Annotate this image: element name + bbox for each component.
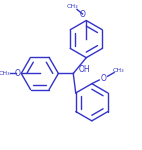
Text: OH: OH bbox=[79, 65, 90, 74]
Text: CH₃: CH₃ bbox=[66, 4, 78, 9]
Text: CH₃: CH₃ bbox=[0, 71, 10, 76]
Text: O: O bbox=[101, 74, 107, 83]
Text: O: O bbox=[80, 11, 85, 20]
Text: CH₃: CH₃ bbox=[113, 68, 125, 73]
Text: O: O bbox=[15, 69, 20, 78]
